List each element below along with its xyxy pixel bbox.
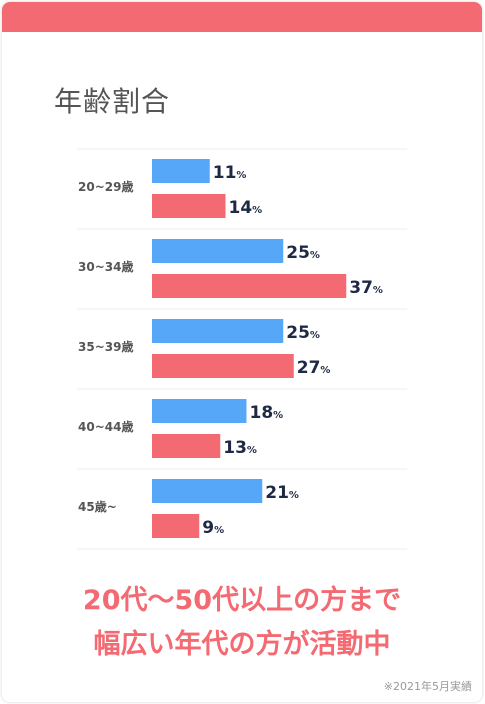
bar bbox=[152, 194, 226, 218]
bar-value-label: 18% bbox=[250, 403, 284, 423]
bar-value-label: 9% bbox=[202, 518, 224, 538]
card-header-bar bbox=[2, 2, 482, 32]
bar bbox=[152, 239, 284, 263]
bar-value-label: 37% bbox=[349, 278, 383, 298]
bar bbox=[152, 479, 263, 503]
bar bbox=[152, 514, 200, 538]
category-label: 20~29歳 bbox=[78, 179, 133, 194]
bar bbox=[152, 399, 247, 423]
bar-value-label: 25% bbox=[286, 323, 320, 343]
bar bbox=[152, 319, 284, 343]
bar-value-label: 13% bbox=[223, 438, 257, 458]
tagline-line-2: 幅広い年代の方が活動中 bbox=[93, 629, 391, 660]
bar bbox=[152, 159, 210, 183]
bar-value-label: 27% bbox=[297, 358, 331, 378]
bar bbox=[152, 434, 221, 458]
category-label: 40~44歳 bbox=[78, 419, 133, 434]
chart-title: 年齢割合 bbox=[54, 85, 171, 118]
tagline-line-1: 20代～50代以上の方まで bbox=[82, 585, 402, 616]
footnote: ※2021年5月実績 bbox=[383, 680, 472, 693]
bar bbox=[152, 274, 347, 298]
bar bbox=[152, 354, 294, 378]
category-label: 30~34歳 bbox=[78, 259, 133, 274]
bar-value-label: 21% bbox=[265, 483, 299, 503]
category-label: 35~39歳 bbox=[78, 339, 133, 354]
bar-value-label: 25% bbox=[286, 243, 320, 263]
age-bar-chart: 20~29歳 11% 14% 30~34歳 25% 37% 35~39歳 25% 27% 40~4… bbox=[77, 148, 407, 550]
bar-value-label: 11% bbox=[213, 163, 247, 183]
category-label: 45歳~ bbox=[78, 499, 117, 514]
bar-value-label: 14% bbox=[229, 198, 263, 218]
